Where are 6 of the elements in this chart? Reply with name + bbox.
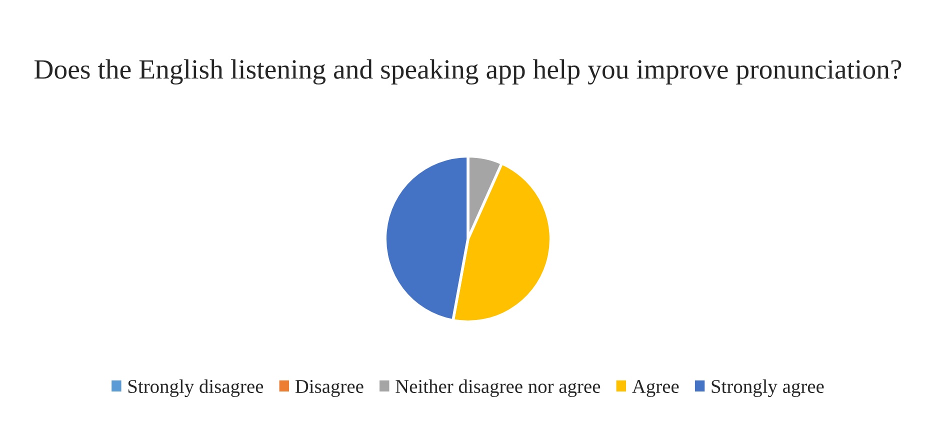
- legend-label: Agree: [632, 380, 679, 398]
- legend-label: Strongly agree: [712, 379, 824, 398]
- legend-label: Strongly disagree: [128, 379, 264, 398]
- legend-label: Neither disagree nor agree: [396, 379, 600, 398]
- legend-label: Disagree: [295, 380, 364, 398]
- chart-title: Does the English listening and speaking app help you improve pronunciation?: [34, 59, 902, 85]
